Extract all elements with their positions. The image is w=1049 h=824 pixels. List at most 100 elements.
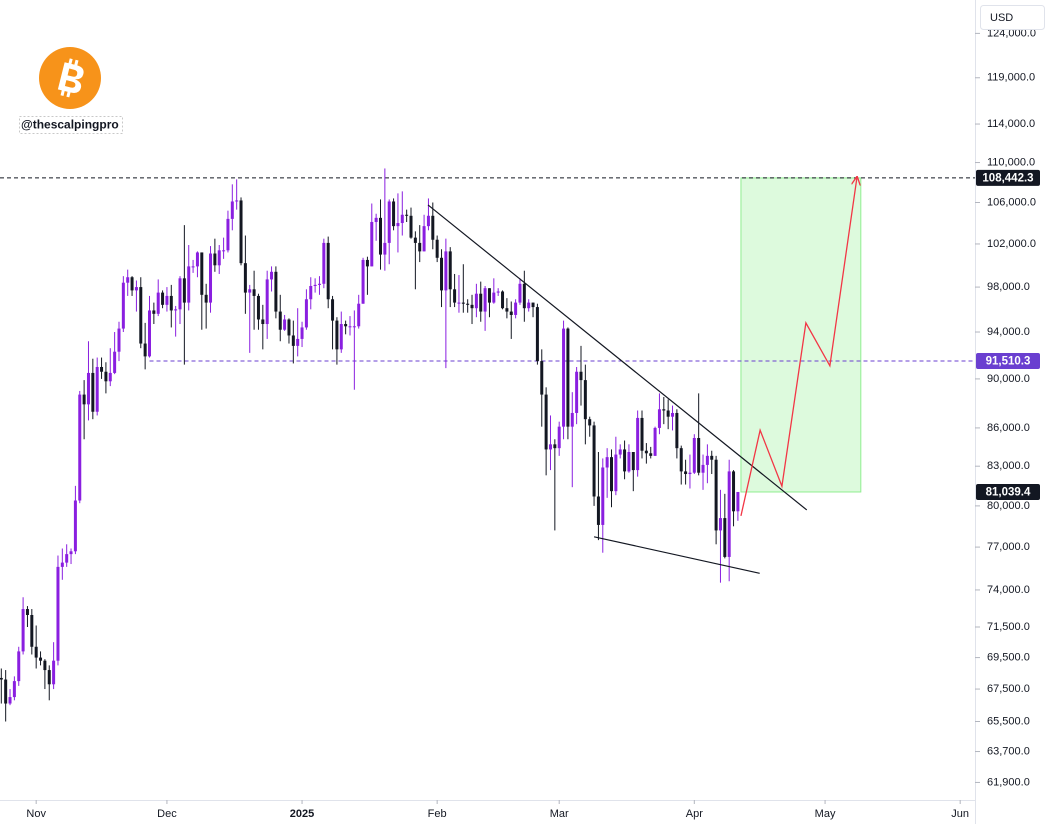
candle-body — [261, 319, 265, 325]
candle-body — [322, 242, 326, 284]
candle-body — [52, 660, 56, 685]
candle-body — [522, 283, 526, 309]
candle-body — [627, 452, 631, 472]
y-tick-label: 80,000.0 — [987, 500, 1030, 512]
candle-body — [405, 214, 409, 216]
candle-body — [535, 307, 539, 362]
candle-body — [588, 419, 592, 426]
candle-body — [34, 646, 38, 658]
candle-body — [248, 289, 252, 293]
candle-body — [714, 459, 718, 531]
candle-body — [679, 448, 683, 472]
candle-body — [605, 457, 609, 468]
candle-body — [671, 412, 675, 417]
candle-body — [479, 293, 483, 312]
y-tick-label: 90,000.0 — [987, 373, 1030, 385]
candle-body — [178, 278, 182, 310]
y-tick-label: 124,000.0 — [987, 27, 1036, 39]
candle-body — [483, 288, 487, 312]
y-tick-label: 110,000.0 — [987, 156, 1035, 168]
candle-body — [644, 450, 648, 454]
candle-body — [156, 292, 160, 314]
candle-body — [723, 518, 727, 557]
candle-body — [152, 310, 156, 314]
candle-body — [557, 426, 561, 449]
candle-body — [666, 410, 670, 417]
candle-body — [718, 518, 722, 531]
projection-path — [740, 178, 857, 517]
candle-body — [370, 221, 374, 267]
candle-body — [413, 237, 417, 243]
candle-body — [95, 366, 99, 412]
candle-body — [618, 449, 622, 455]
candle-body — [204, 294, 208, 303]
candle-body — [440, 257, 444, 291]
candle-body — [200, 252, 204, 295]
candle-body — [575, 371, 579, 413]
y-tick-label: 67,500.0 — [987, 683, 1030, 695]
candle-body — [614, 454, 618, 492]
candle-body — [113, 351, 117, 373]
candle-body — [300, 327, 304, 339]
candle-body — [126, 277, 130, 283]
candle-body — [182, 278, 186, 303]
candle-body — [12, 681, 16, 698]
trendline — [427, 204, 808, 511]
price-label: 108,442.3 — [982, 172, 1033, 184]
y-tick-label: 61,900.0 — [987, 776, 1030, 788]
candle-body — [387, 201, 391, 243]
candle-body — [592, 425, 596, 497]
y-tick-label: 65,500.0 — [987, 715, 1030, 727]
candle-body — [392, 201, 396, 227]
y-tick-label: 74,000.0 — [987, 584, 1030, 596]
candle-body — [147, 310, 151, 357]
x-tick-label: Nov — [26, 808, 46, 820]
candle-body — [514, 302, 518, 315]
price-label: 91,510.3 — [986, 355, 1031, 367]
candle-body — [631, 452, 635, 471]
currency-box — [980, 5, 1045, 30]
candle-body — [531, 302, 535, 308]
candle-body — [317, 283, 321, 285]
candle-body — [461, 302, 465, 304]
candle-body — [108, 372, 112, 382]
candle-body — [60, 562, 64, 567]
candle-body — [8, 697, 12, 704]
candle-body — [187, 266, 191, 303]
candle-body — [496, 291, 500, 293]
candle-body — [553, 444, 557, 449]
candle-body — [331, 299, 335, 321]
candle-body — [230, 201, 234, 219]
candle-body — [453, 289, 457, 303]
candle-body — [69, 551, 73, 555]
candle-body — [435, 239, 439, 258]
plot-area — [0, 168, 975, 722]
candle-body — [374, 217, 378, 222]
candle-body — [4, 679, 8, 704]
target-box — [740, 177, 862, 493]
candle-body — [705, 455, 709, 465]
candle-body — [191, 266, 195, 268]
candle-body — [444, 251, 448, 291]
candle-body — [396, 223, 400, 227]
candle-body — [609, 457, 613, 492]
candle-body — [296, 338, 300, 346]
logo-symbol — [57, 58, 84, 98]
candle-body — [274, 271, 278, 312]
candle-body — [566, 328, 570, 427]
candle-body — [143, 343, 147, 357]
candle-body — [448, 251, 452, 290]
candle-body — [339, 324, 343, 350]
y-tick-label: 77,000.0 — [987, 541, 1030, 553]
candle-body — [25, 609, 29, 616]
candle-body — [383, 242, 387, 255]
candle-body — [335, 320, 339, 350]
candle-body — [431, 215, 435, 240]
candle-body — [527, 302, 531, 309]
candle-body — [409, 215, 413, 238]
price-label-box — [976, 483, 1040, 500]
candle-body — [601, 467, 605, 525]
candle-body — [474, 293, 478, 309]
candle-body — [583, 380, 587, 420]
